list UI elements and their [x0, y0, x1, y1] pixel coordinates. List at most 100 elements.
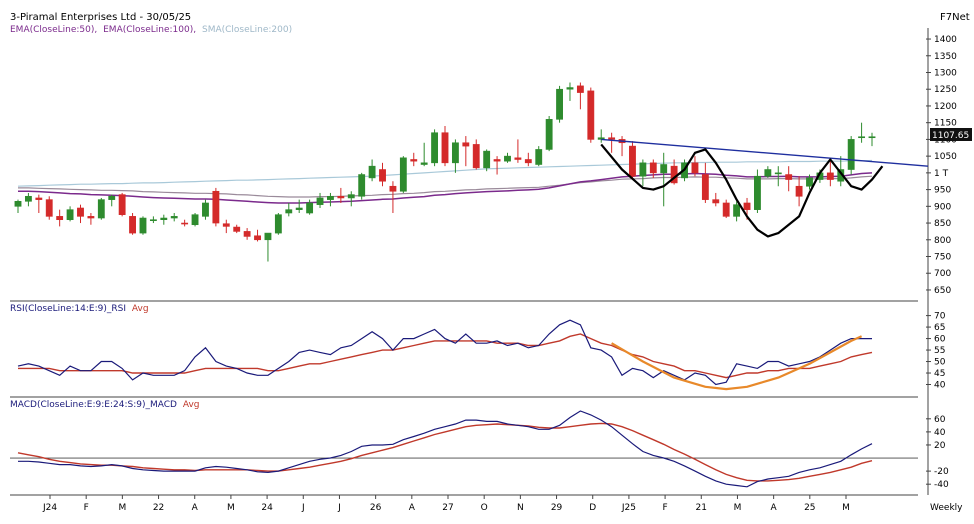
macd-avg-label: Avg [183, 400, 200, 410]
candle-body-50 [535, 149, 543, 165]
legend-ema100: EMA(CloseLine:100), [103, 25, 196, 35]
price-axis-label-13: 750 [934, 253, 951, 263]
x-label-18: 21 [696, 503, 707, 513]
price-axis-label-1: 1350 [934, 52, 957, 62]
candle-body-19 [212, 190, 220, 224]
candle-body-69 [733, 204, 741, 217]
macd-axis-label-4: -40 [934, 480, 949, 490]
candle-body-35 [379, 169, 386, 182]
x-axis: J24 F M 22 A M 24 J J 26 A 27 O N 29 D J25 F 21 M A 25 M [42, 495, 850, 513]
candle-body-70 [743, 202, 751, 210]
macd-line [18, 410, 873, 488]
brand-label: F7Net [940, 12, 970, 23]
x-label-17: F [662, 503, 667, 513]
candle-body-59 [629, 145, 636, 177]
x-label-14: 29 [551, 503, 563, 513]
price-axis-label-2: 1300 [934, 68, 957, 78]
macd-axis-label-1: 40 [934, 428, 946, 438]
candle-body-12 [139, 217, 147, 234]
rsi-axis-label-2: 60 [934, 335, 946, 345]
x-label-20: A [771, 503, 778, 513]
rsi-axis-label-4: 50 [934, 358, 946, 368]
rsi-axis-label-5: 45 [934, 369, 945, 379]
candle-body-78 [826, 172, 834, 180]
candle-body-22 [243, 231, 251, 237]
candle-body-28 [306, 202, 314, 214]
candle-body-44 [472, 144, 480, 169]
candle-body-82 [868, 136, 876, 139]
macd-lines [10, 410, 918, 488]
x-label-7: J [301, 503, 305, 513]
x-label-22: M [842, 503, 850, 513]
price-axis-label-12: 800 [934, 236, 951, 246]
candle-body-11 [129, 216, 136, 234]
inverse-head-shoulders-pattern [600, 143, 884, 238]
candle-body-9 [108, 195, 116, 200]
x-label-11: 27 [442, 503, 453, 513]
x-label-0: J24 [42, 503, 57, 513]
candle-body-39 [420, 162, 428, 165]
candle-body-68 [722, 202, 730, 217]
candle-body-62 [660, 164, 668, 174]
candle-body-37 [399, 157, 407, 192]
x-label-13: N [517, 503, 524, 513]
candle-body-14 [160, 217, 168, 221]
candle-body-24 [264, 232, 272, 241]
candle-body-36 [389, 185, 397, 192]
candlesticks [14, 82, 876, 262]
chart-title: 3-Piramal Enterprises Ltd - 30/05/25 [10, 12, 191, 23]
indicator-legend: EMA(CloseLine:50), EMA(CloseLine:100), S… [10, 25, 292, 35]
candle-body-25 [274, 214, 282, 234]
candle-body-61 [649, 162, 657, 174]
candle-body-23 [254, 235, 261, 241]
x-label-2: M [118, 503, 126, 513]
candle-body-66 [701, 174, 709, 200]
candle-body-8 [97, 199, 105, 219]
candle-body-72 [764, 169, 772, 177]
legend-sma200: SMA(CloseLine:200) [202, 25, 292, 35]
price-axis-label-5: 1150 [934, 119, 957, 129]
macd-avg-line [17, 422, 873, 482]
candle-body-21 [233, 226, 241, 232]
last-price-badge [930, 128, 972, 141]
candle-body-54 [576, 85, 584, 93]
legend-ema50: EMA(CloseLine:50), [10, 25, 97, 35]
x-label-1: F [84, 503, 89, 513]
x-label-8: J [337, 503, 341, 513]
candle-body-43 [462, 142, 470, 147]
x-label-16: J25 [621, 503, 636, 513]
x-axis-period: Weekly [930, 503, 963, 513]
candle-body-38 [410, 159, 418, 162]
rsi-axis-label-3: 55 [934, 346, 945, 356]
x-label-5: M [227, 503, 235, 513]
candle-body-10 [118, 194, 126, 215]
x-label-9: 26 [370, 503, 382, 513]
ema50-line [18, 172, 873, 204]
candle-body-29 [316, 197, 324, 205]
candle-body-30 [327, 195, 334, 200]
price-axis-label-15: 650 [934, 286, 951, 296]
candle-body-49 [524, 159, 532, 164]
rsi-cup-curve [611, 335, 863, 391]
price-axis-label-8: 1 T [934, 169, 949, 179]
candle-body-71 [754, 175, 761, 210]
candle-body-42 [451, 142, 459, 164]
macd-y-axis: 60 40 20 -20 -40 [926, 415, 949, 490]
candle-body-45 [483, 150, 491, 169]
price-axis-label-7: 1050 [934, 152, 957, 162]
candle-body-60 [639, 162, 647, 177]
candle-body-33 [358, 174, 366, 197]
macd-panel-label: MACD(CloseLine:E:9:E:24:S:9)_MACD Avg [10, 400, 199, 410]
price-axis-label-10: 900 [934, 202, 951, 212]
candle-body-31 [337, 195, 345, 199]
x-label-4: A [192, 503, 199, 513]
rsi-label: RSI(CloseLine:14:E:9)_RSI [10, 304, 126, 314]
candle-body-7 [87, 216, 95, 219]
macd-axis-label-3: -20 [934, 467, 949, 477]
x-label-12: O [481, 503, 488, 513]
last-price-value: 1107.65 [932, 131, 969, 141]
candle-body-51 [545, 119, 553, 150]
candle-body-40 [431, 132, 439, 164]
candle-body-18 [202, 202, 209, 217]
macd-axis-label-0: 60 [934, 415, 946, 425]
